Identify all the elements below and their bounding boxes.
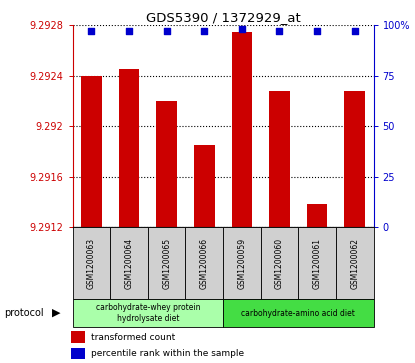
Text: GSM1200061: GSM1200061: [312, 238, 322, 289]
Bar: [307, 204, 327, 227]
Text: GSM1200060: GSM1200060: [275, 238, 284, 289]
Text: protocol: protocol: [4, 308, 44, 318]
Point: [276, 29, 283, 34]
Bar: [81, 76, 102, 227]
Bar: [148, 227, 186, 299]
Bar: [269, 91, 290, 227]
Text: carbohydrate-whey protein
hydrolysate diet: carbohydrate-whey protein hydrolysate di…: [95, 303, 200, 323]
Text: ▶: ▶: [52, 308, 60, 318]
Bar: [186, 227, 223, 299]
Text: GSM1200065: GSM1200065: [162, 238, 171, 289]
Bar: [336, 227, 374, 299]
Bar: [223, 227, 261, 299]
Point: [352, 29, 358, 34]
Text: GSM1200062: GSM1200062: [350, 238, 359, 289]
Bar: [71, 331, 85, 343]
Text: carbohydrate-amino acid diet: carbohydrate-amino acid diet: [242, 309, 355, 318]
Point: [314, 29, 320, 34]
Point: [164, 29, 170, 34]
Bar: [119, 69, 139, 227]
Point: [126, 29, 132, 34]
Bar: [298, 227, 336, 299]
Title: GDS5390 / 1372929_at: GDS5390 / 1372929_at: [146, 11, 300, 24]
Text: GSM1200063: GSM1200063: [87, 238, 96, 289]
Text: percentile rank within the sample: percentile rank within the sample: [91, 349, 244, 358]
Point: [88, 29, 95, 34]
Bar: [194, 145, 215, 227]
Bar: [344, 91, 365, 227]
Bar: [71, 348, 85, 359]
Bar: [261, 227, 298, 299]
Text: GSM1200059: GSM1200059: [237, 238, 247, 289]
Point: [201, 29, 208, 34]
Text: GSM1200066: GSM1200066: [200, 238, 209, 289]
Bar: [73, 227, 110, 299]
Point: [239, 26, 245, 32]
Bar: [110, 227, 148, 299]
Bar: [223, 299, 374, 327]
Text: transformed count: transformed count: [91, 333, 176, 342]
Bar: [73, 299, 223, 327]
Bar: [232, 32, 252, 227]
Bar: [156, 101, 177, 227]
Text: GSM1200064: GSM1200064: [124, 238, 134, 289]
